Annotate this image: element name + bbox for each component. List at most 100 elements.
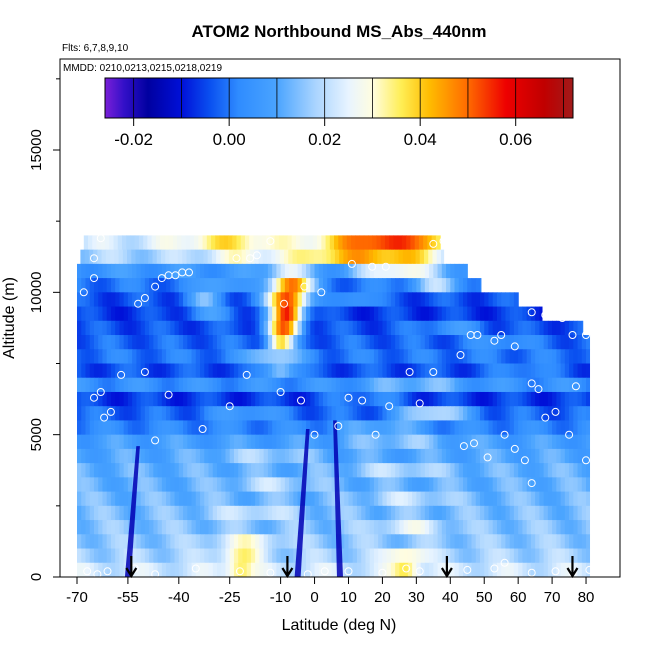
- heatmap-cell: [85, 363, 91, 379]
- heatmap-cell: [518, 491, 523, 507]
- heatmap-cell: [552, 463, 557, 478]
- heatmap-cell: [323, 292, 328, 308]
- heatmap-cell: [488, 391, 494, 407]
- heatmap-cell: [518, 434, 523, 450]
- heatmap-cell: [318, 406, 324, 422]
- heatmap-cell: [77, 363, 82, 379]
- heatmap-cell: [335, 377, 341, 393]
- heatmap-cell: [284, 278, 290, 293]
- heatmap-cell: [518, 363, 523, 379]
- heatmap-cell: [208, 335, 214, 350]
- heatmap-cell: [450, 562, 456, 577]
- heatmap-cell: [573, 391, 579, 407]
- heatmap-cell: [284, 391, 290, 407]
- heatmap-cell: [98, 377, 104, 393]
- heatmap-cell: [416, 263, 422, 279]
- heatmap-cell: [127, 377, 133, 393]
- heatmap-cell: [479, 406, 485, 422]
- heatmap-cell: [403, 477, 409, 493]
- heatmap-layer: [77, 335, 591, 350]
- heatmap-cell: [317, 235, 322, 251]
- heatmap-cell: [115, 477, 121, 493]
- heatmap-cell: [187, 520, 193, 535]
- heatmap-cell: [233, 320, 239, 336]
- heatmap-cell: [573, 463, 579, 478]
- heatmap-cell: [255, 335, 260, 350]
- heatmap-cell: [522, 562, 528, 577]
- heatmap-cell: [373, 363, 379, 379]
- heatmap-cell: [492, 377, 498, 393]
- heatmap-cell: [479, 391, 485, 407]
- heatmap-cell: [221, 349, 227, 365]
- heatmap-cell: [539, 520, 545, 535]
- heatmap-cell: [564, 349, 570, 365]
- heatmap-cell: [267, 491, 273, 507]
- heatmap-cell: [208, 434, 214, 450]
- heatmap-cell: [246, 263, 252, 279]
- heatmap-cell: [330, 249, 336, 265]
- heatmap-cell: [123, 534, 129, 550]
- x-tick-label: 60: [510, 589, 527, 606]
- heatmap-cell: [344, 548, 350, 564]
- heatmap-cell: [144, 335, 150, 350]
- heatmap-cell: [149, 520, 154, 535]
- heatmap-cell: [191, 349, 197, 365]
- heatmap-cell: [119, 377, 125, 393]
- heatmap-cell: [202, 235, 208, 251]
- heatmap-cell: [132, 448, 137, 464]
- heatmap-cell: [187, 491, 193, 507]
- heatmap-cell: [276, 263, 282, 279]
- heatmap-cell: [535, 505, 540, 521]
- heatmap-cell: [301, 562, 307, 577]
- heatmap-cell: [429, 562, 434, 577]
- heatmap-cell: [450, 320, 456, 336]
- heatmap-cell: [140, 420, 146, 436]
- heatmap-cell: [369, 335, 375, 350]
- heatmap-cell: [144, 249, 149, 265]
- heatmap-cell: [543, 363, 549, 379]
- heatmap-cell: [402, 249, 408, 265]
- heatmap-cell: [450, 391, 456, 407]
- sample-point: [347, 259, 356, 268]
- sample-point: [558, 314, 567, 322]
- heatmap-cell: [89, 292, 95, 308]
- heatmap-cell: [492, 463, 498, 478]
- heatmap-cell: [352, 548, 358, 564]
- heatmap-cell: [323, 420, 328, 436]
- heatmap-cell: [292, 249, 298, 265]
- heatmap-cell: [471, 377, 477, 393]
- heatmap-cell: [378, 491, 384, 507]
- heatmap-cell: [174, 391, 180, 407]
- heatmap-cell: [569, 349, 574, 365]
- heatmap-cell: [263, 448, 269, 464]
- sample-point: [439, 237, 448, 246]
- sample-point: [527, 379, 536, 388]
- heatmap-cell: [530, 491, 536, 507]
- heatmap-cell: [301, 363, 307, 379]
- heatmap-cell: [361, 420, 367, 436]
- heatmap-cell: [323, 377, 328, 393]
- heatmap-cell: [372, 235, 378, 251]
- heatmap-cell: [369, 391, 375, 407]
- chart-title: ATOM2 Northbound MS_Abs_440nm: [191, 22, 486, 41]
- heatmap-cell: [157, 491, 163, 507]
- heatmap-cell: [140, 491, 146, 507]
- heatmap-cell: [407, 520, 413, 535]
- heatmap-cell: [195, 335, 201, 350]
- heatmap-cell: [204, 349, 210, 365]
- heatmap-cell: [492, 306, 498, 322]
- heatmap-cell: [77, 448, 82, 464]
- heatmap-cell: [564, 548, 570, 564]
- heatmap-cell: [340, 377, 345, 393]
- heatmap-cell: [416, 349, 422, 365]
- heatmap-cell: [318, 292, 324, 308]
- heatmap-cell: [297, 335, 303, 350]
- heatmap-cell: [543, 335, 549, 350]
- heatmap-cell: [513, 534, 519, 550]
- heatmap-cell: [395, 420, 400, 436]
- heatmap-cell: [463, 363, 468, 379]
- heatmap-cell: [318, 491, 324, 507]
- sample-point: [300, 282, 309, 291]
- heatmap-cell: [157, 463, 163, 478]
- heatmap-cell: [132, 434, 137, 450]
